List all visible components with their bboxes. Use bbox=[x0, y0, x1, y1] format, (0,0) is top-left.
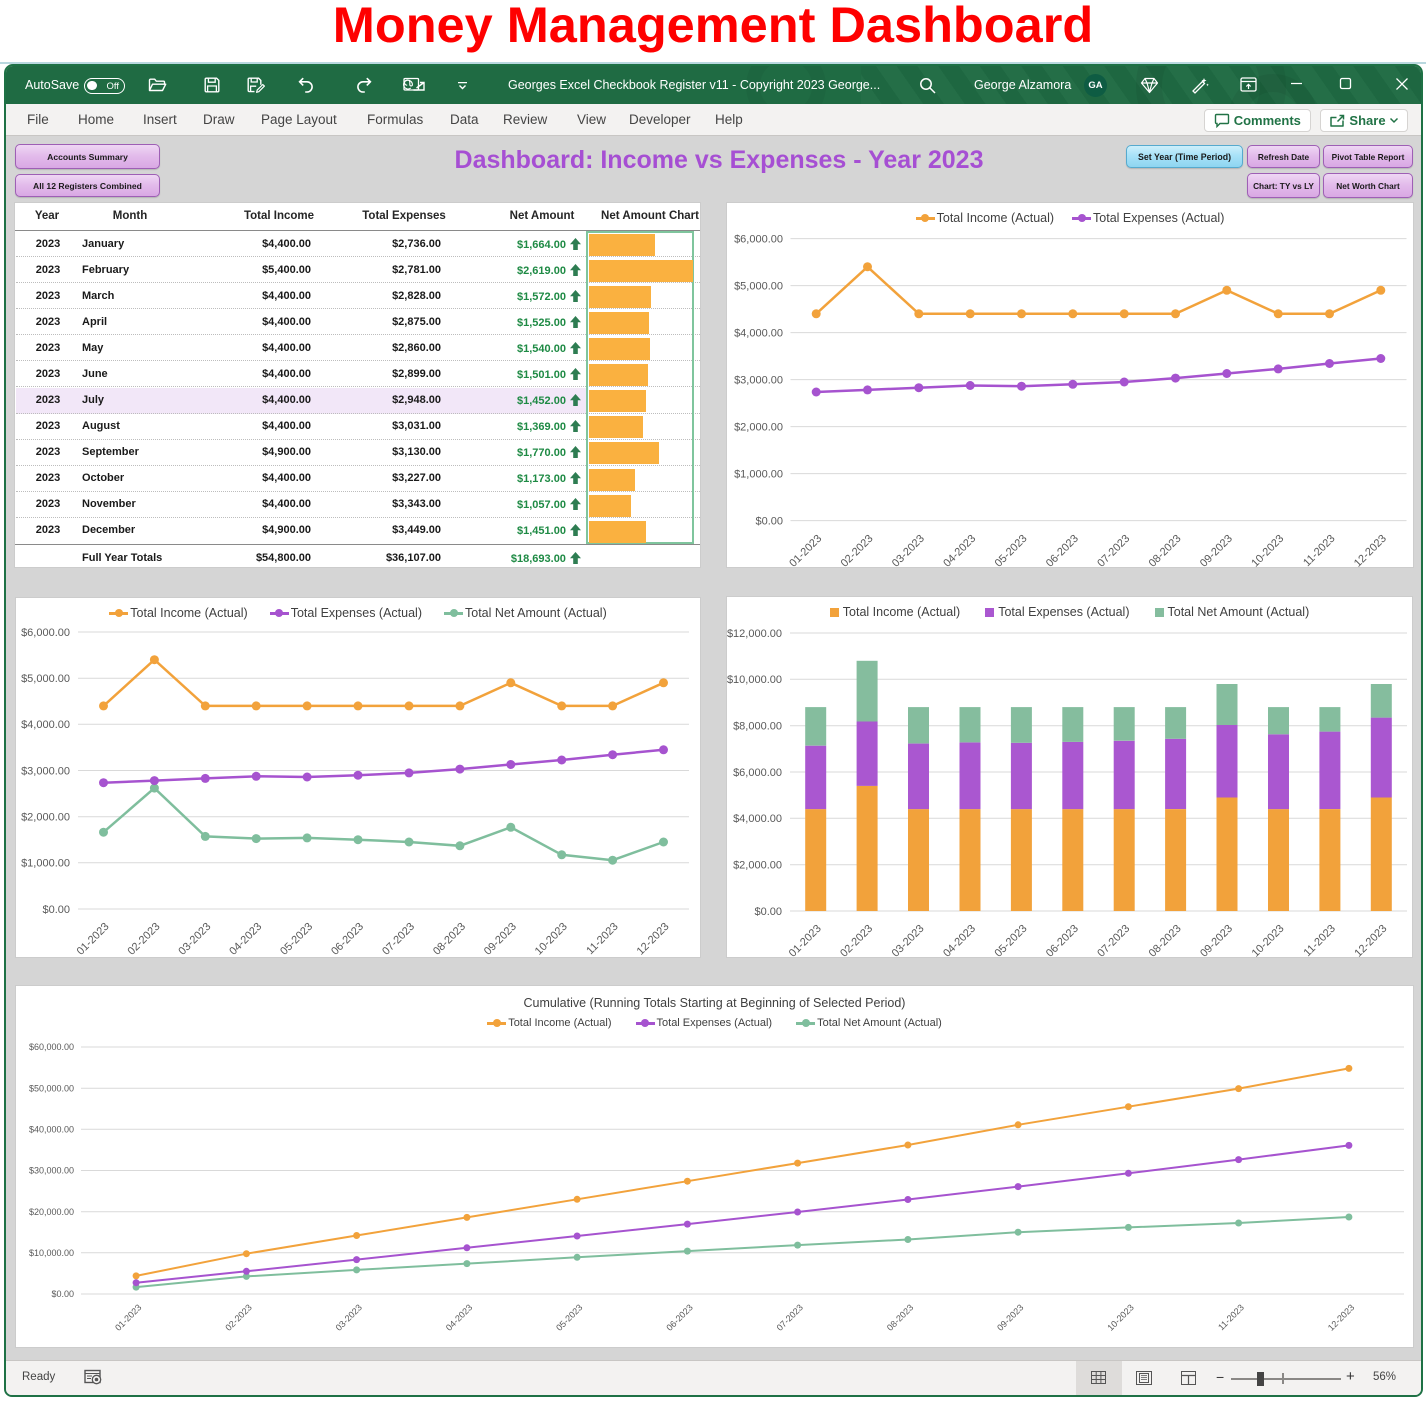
svg-text:07-2023: 07-2023 bbox=[380, 921, 417, 958]
svg-text:01-2023: 01-2023 bbox=[113, 1302, 143, 1332]
svg-text:$1,000.00: $1,000.00 bbox=[734, 469, 783, 481]
svg-text:08-2023: 08-2023 bbox=[885, 1302, 915, 1332]
svg-text:$4,000.00: $4,000.00 bbox=[21, 719, 70, 731]
svg-text:10-2023: 10-2023 bbox=[533, 921, 570, 958]
svg-text:05-2023: 05-2023 bbox=[554, 1302, 584, 1332]
svg-text:$20,000.00: $20,000.00 bbox=[29, 1207, 74, 1217]
svg-text:12-2023: 12-2023 bbox=[1326, 1302, 1356, 1332]
svg-text:$0.00: $0.00 bbox=[754, 906, 782, 918]
svg-text:02-2023: 02-2023 bbox=[839, 533, 876, 569]
svg-text:10-2023: 10-2023 bbox=[1249, 533, 1286, 569]
svg-text:09-2023: 09-2023 bbox=[995, 1302, 1025, 1332]
svg-text:$12,000.00: $12,000.00 bbox=[727, 628, 782, 640]
svg-text:$5,000.00: $5,000.00 bbox=[21, 673, 70, 685]
svg-text:$6,000.00: $6,000.00 bbox=[734, 234, 783, 246]
svg-text:07-2023: 07-2023 bbox=[775, 1302, 805, 1332]
svg-text:$10,000.00: $10,000.00 bbox=[727, 674, 782, 686]
svg-text:$10,000.00: $10,000.00 bbox=[29, 1248, 74, 1258]
svg-text:08-2023: 08-2023 bbox=[1147, 923, 1184, 959]
svg-text:05-2023: 05-2023 bbox=[992, 923, 1029, 959]
svg-text:02-2023: 02-2023 bbox=[223, 1302, 253, 1332]
svg-text:$5,000.00: $5,000.00 bbox=[734, 280, 783, 292]
svg-text:08-2023: 08-2023 bbox=[431, 921, 468, 958]
svg-text:05-2023: 05-2023 bbox=[278, 921, 315, 958]
svg-text:$60,000.00: $60,000.00 bbox=[29, 1042, 74, 1052]
svg-text:08-2023: 08-2023 bbox=[1147, 533, 1184, 569]
svg-text:$2,000.00: $2,000.00 bbox=[734, 421, 783, 433]
svg-text:10-2023: 10-2023 bbox=[1250, 923, 1287, 959]
svg-text:04-2023: 04-2023 bbox=[941, 533, 978, 569]
svg-text:06-2023: 06-2023 bbox=[1044, 923, 1081, 959]
svg-text:$30,000.00: $30,000.00 bbox=[29, 1166, 74, 1176]
svg-text:02-2023: 02-2023 bbox=[125, 921, 162, 958]
svg-text:05-2023: 05-2023 bbox=[993, 533, 1030, 569]
svg-text:$0.00: $0.00 bbox=[755, 516, 783, 528]
svg-text:$40,000.00: $40,000.00 bbox=[29, 1125, 74, 1135]
svg-text:$8,000.00: $8,000.00 bbox=[733, 721, 782, 733]
svg-text:09-2023: 09-2023 bbox=[1198, 923, 1235, 959]
svg-text:$4,000.00: $4,000.00 bbox=[734, 327, 783, 339]
svg-text:04-2023: 04-2023 bbox=[941, 923, 978, 959]
svg-text:01-2023: 01-2023 bbox=[787, 923, 824, 959]
svg-text:04-2023: 04-2023 bbox=[444, 1302, 474, 1332]
svg-text:$6,000.00: $6,000.00 bbox=[733, 767, 782, 779]
svg-text:$2,000.00: $2,000.00 bbox=[21, 812, 70, 824]
svg-text:10-2023: 10-2023 bbox=[1105, 1302, 1135, 1332]
svg-text:$2,000.00: $2,000.00 bbox=[733, 860, 782, 872]
svg-text:$3,000.00: $3,000.00 bbox=[734, 374, 783, 386]
svg-text:06-2023: 06-2023 bbox=[329, 921, 366, 958]
svg-text:$50,000.00: $50,000.00 bbox=[29, 1083, 74, 1093]
svg-text:$3,000.00: $3,000.00 bbox=[21, 765, 70, 777]
svg-text:03-2023: 03-2023 bbox=[334, 1302, 364, 1332]
svg-text:09-2023: 09-2023 bbox=[1198, 533, 1235, 569]
svg-text:$0.00: $0.00 bbox=[51, 1289, 74, 1299]
svg-text:$1,000.00: $1,000.00 bbox=[21, 858, 70, 870]
svg-text:07-2023: 07-2023 bbox=[1095, 533, 1132, 569]
svg-text:11-2023: 11-2023 bbox=[584, 921, 620, 957]
svg-text:09-2023: 09-2023 bbox=[482, 921, 519, 958]
svg-text:$4,000.00: $4,000.00 bbox=[733, 813, 782, 825]
svg-text:06-2023: 06-2023 bbox=[1044, 533, 1081, 569]
svg-text:07-2023: 07-2023 bbox=[1095, 923, 1132, 959]
svg-text:02-2023: 02-2023 bbox=[838, 923, 875, 959]
svg-text:11-2023: 11-2023 bbox=[1302, 923, 1338, 959]
svg-text:03-2023: 03-2023 bbox=[890, 533, 927, 569]
svg-text:$0.00: $0.00 bbox=[42, 904, 70, 916]
svg-text:11-2023: 11-2023 bbox=[1301, 533, 1337, 569]
svg-text:03-2023: 03-2023 bbox=[176, 921, 213, 958]
svg-text:12-2023: 12-2023 bbox=[635, 921, 672, 958]
svg-text:12-2023: 12-2023 bbox=[1352, 923, 1389, 959]
svg-text:11-2023: 11-2023 bbox=[1216, 1302, 1246, 1332]
svg-text:03-2023: 03-2023 bbox=[890, 923, 927, 959]
svg-text:$6,000.00: $6,000.00 bbox=[21, 627, 70, 639]
svg-text:12-2023: 12-2023 bbox=[1352, 533, 1389, 569]
svg-text:01-2023: 01-2023 bbox=[787, 533, 824, 569]
svg-text:06-2023: 06-2023 bbox=[664, 1302, 694, 1332]
svg-text:01-2023: 01-2023 bbox=[75, 921, 112, 958]
svg-text:04-2023: 04-2023 bbox=[227, 921, 264, 958]
